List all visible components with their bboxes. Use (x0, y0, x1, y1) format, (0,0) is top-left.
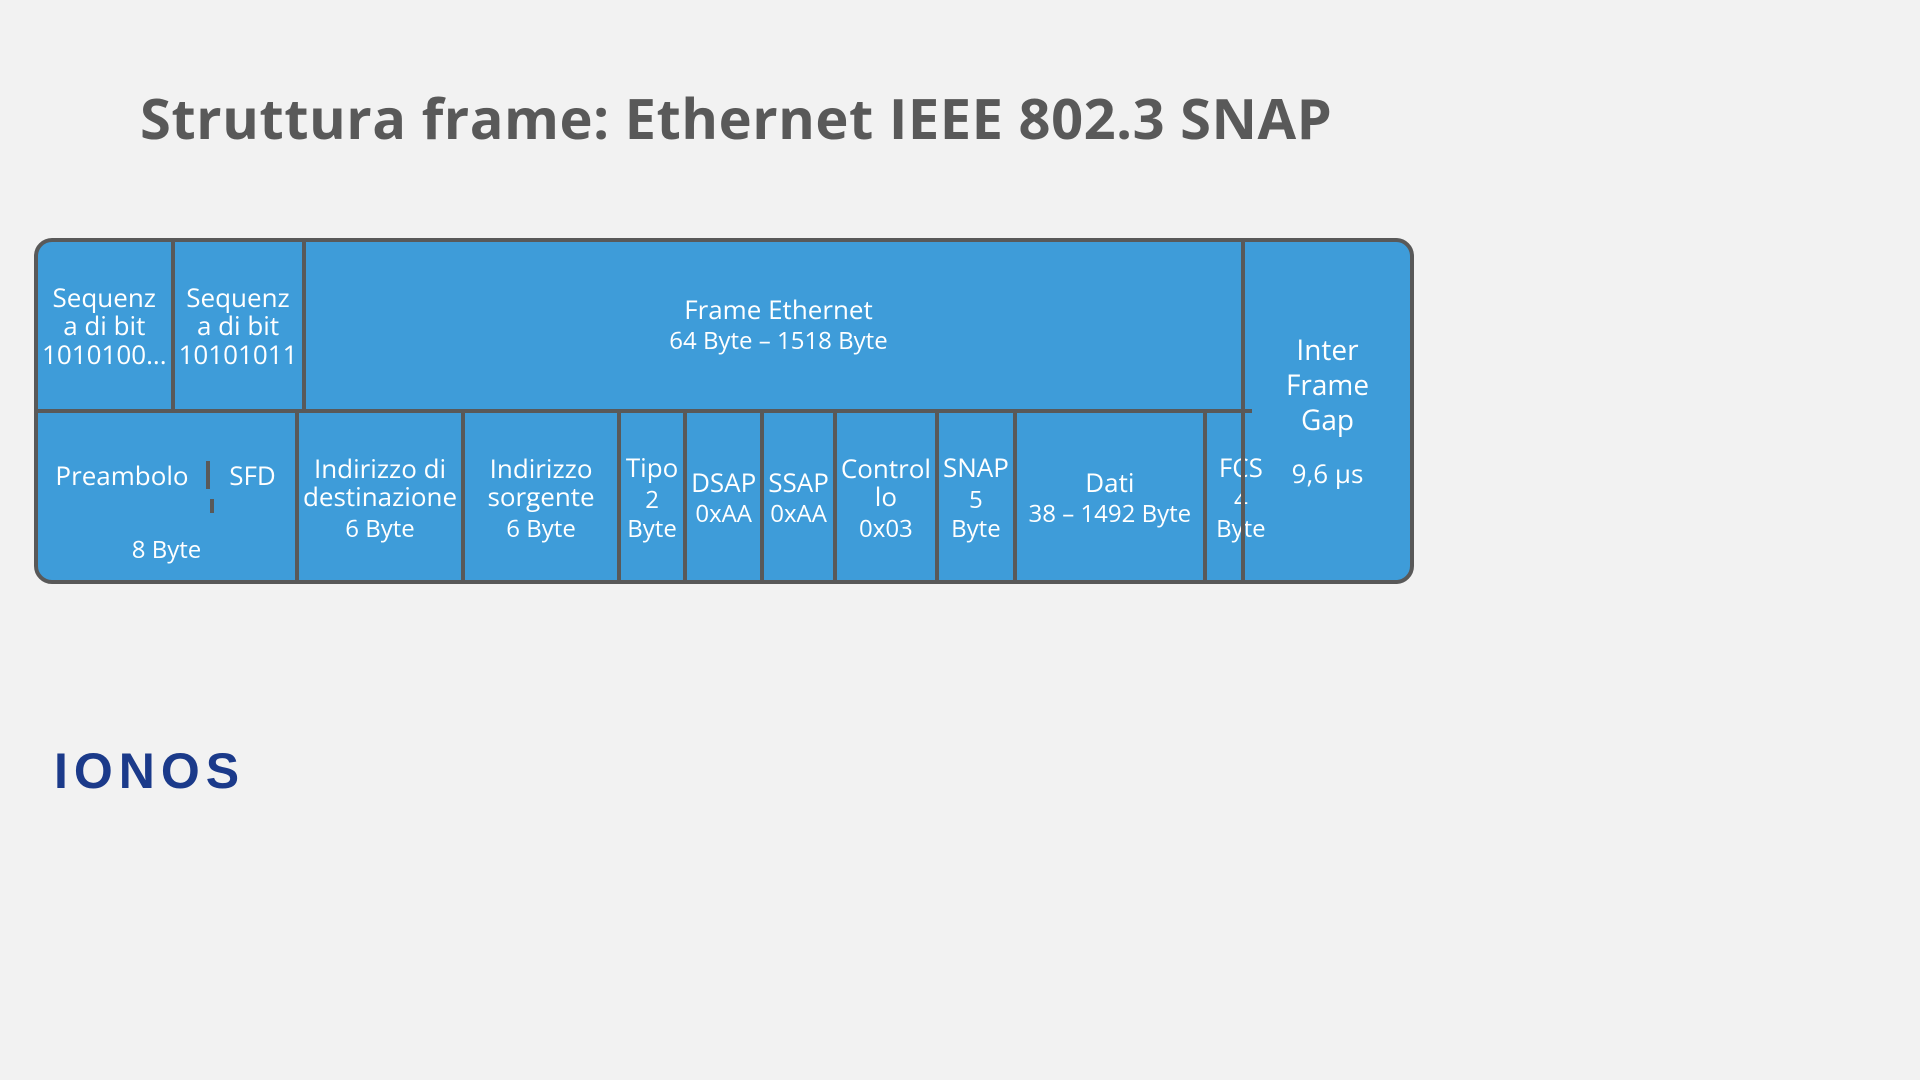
cell-ssap: SSAP 0xAA (764, 413, 837, 584)
cell-label: SNAP (943, 453, 1009, 482)
cell-preambolo-group: Preambolo SFD 8 Byte (38, 413, 299, 584)
cell-label: Sequenza di bit1010100... (42, 283, 167, 369)
cell-sublabel: 6 Byte (506, 515, 576, 544)
diagram-top-row: Sequenza di bit1010100... Sequenza di bi… (38, 242, 1410, 413)
cell-label: Indirizzosorgente (487, 454, 594, 511)
cell-label: SSAP (768, 468, 829, 497)
cell-label: Indirizzo didestinazione (303, 454, 457, 511)
cell-sublabel: 9,6 µs (1292, 458, 1364, 489)
cell-label-preambolo: Preambolo (38, 461, 206, 490)
cell-src-addr: Indirizzosorgente 6 Byte (465, 413, 621, 584)
cell-bitseq-2: Sequenza di bit10101011 (175, 242, 306, 413)
cell-label: Frame Ethernet (684, 295, 873, 324)
brand-logo: IONOS (54, 742, 245, 800)
cell-frame-ethernet: Frame Ethernet 64 Byte – 1518 Byte (306, 242, 1252, 413)
cell-sublabel-preambolo: 8 Byte (38, 536, 295, 565)
cell-sublabel: 0xAA (695, 500, 752, 529)
cell-label: Controllo (841, 454, 931, 511)
diagram-bottom-row: Preambolo SFD 8 Byte Indirizzo didestina… (38, 413, 1410, 584)
cell-sublabel: 64 Byte – 1518 Byte (669, 327, 887, 356)
cell-dsap: DSAP 0xAA (687, 413, 764, 584)
cell-label: Tipo (626, 453, 678, 482)
cell-label: Dati (1085, 468, 1134, 497)
cell-dest-addr: Indirizzo didestinazione 6 Byte (299, 413, 465, 584)
cell-ifg: InterFrameGap 9,6 µs (1241, 242, 1410, 580)
cell-sublabel: 38 – 1492 Byte (1029, 500, 1192, 529)
cell-label-sfd: SFD (210, 461, 295, 490)
cell-tipo: Tipo 2 Byte (621, 413, 687, 584)
cell-sublabel: 0xAA (770, 500, 827, 529)
frame-diagram: Sequenza di bit1010100... Sequenza di bi… (34, 238, 1414, 584)
cell-snap: SNAP 5 Byte (939, 413, 1017, 584)
cell-sublabel: 5 Byte (943, 486, 1009, 544)
cell-sublabel: 6 Byte (345, 515, 415, 544)
cell-label: Sequenza di bit10101011 (179, 283, 298, 369)
cell-label: InterFrameGap (1286, 333, 1369, 438)
cell-bitseq-1: Sequenza di bit1010100... (38, 242, 175, 413)
cell-label: DSAP (691, 468, 756, 497)
cell-sublabel: 0x03 (859, 515, 913, 544)
cell-sublabel: 2 Byte (625, 486, 679, 544)
cell-controllo: Controllo 0x03 (837, 413, 939, 584)
cell-dati: Dati 38 – 1492 Byte (1017, 413, 1207, 584)
page-title: Struttura frame: Ethernet IEEE 802.3 SNA… (140, 80, 1332, 156)
